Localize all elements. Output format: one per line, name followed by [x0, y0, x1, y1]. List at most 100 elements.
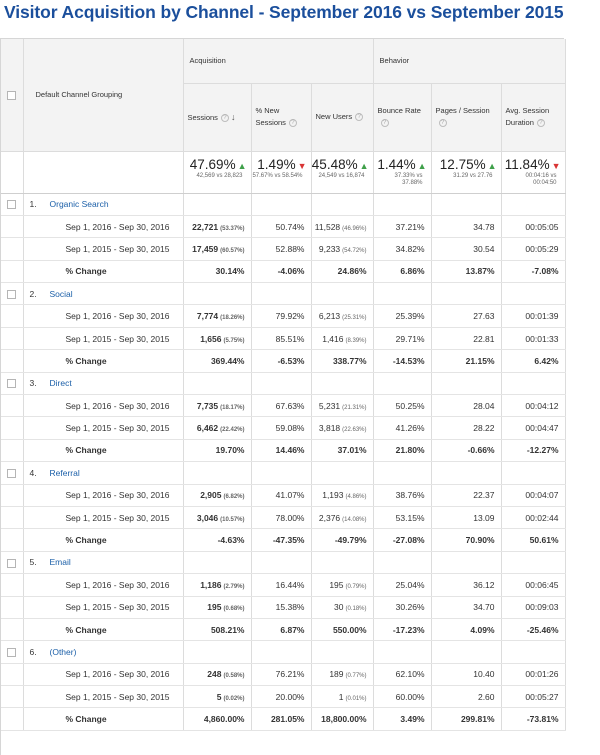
sessions-cell: 19.70% — [183, 439, 252, 463]
channel-name-link[interactable]: Social — [49, 288, 73, 299]
sessions-share: (10.57%) — [220, 516, 245, 523]
sessions-cell: 3,046 (10.57%) — [183, 506, 252, 530]
row-spacer — [1, 394, 24, 418]
row-select-cell — [1, 282, 24, 306]
empty-cell — [431, 461, 502, 485]
totals-value: 1.44% — [377, 156, 416, 172]
channel-group-row[interactable]: 5. Email — [1, 551, 566, 575]
row-checkbox[interactable] — [7, 469, 17, 478]
percent-change-row: % Change 369.44% -6.53% 338.77% -14.53% 21.15… — [1, 349, 566, 373]
channel-group-row[interactable]: 3. Direct — [1, 372, 566, 396]
row-checkbox[interactable] — [7, 558, 17, 568]
empty-cell — [311, 193, 374, 216]
sessions-share: (5.75%) — [223, 337, 245, 344]
empty-cell — [251, 640, 312, 664]
pages-per-session-cell: 28.22 — [431, 416, 502, 440]
column-header-bounce-rate[interactable]: Bounce Rate? — [373, 83, 432, 152]
sessions-cell: 369.44% — [183, 349, 252, 373]
empty-cell — [183, 551, 252, 575]
row-label: Sep 1, 2015 - Sep 30, 2015 — [23, 506, 184, 530]
new-users-cell: 24.86% — [311, 260, 374, 284]
totals-comparison: 31.29 vs 27.76 — [453, 172, 493, 179]
date-range-row: Sep 1, 2015 - Sep 30, 2015 3,046 (10.57%) 7… — [1, 506, 566, 530]
date-range-row: Sep 1, 2015 - Sep 30, 2015 195 (0.68%) 15.3… — [1, 596, 566, 619]
channel-group-row[interactable]: 2. Social — [1, 282, 566, 306]
help-icon[interactable]: ? — [536, 119, 545, 128]
row-spacer — [1, 528, 24, 552]
channel-number: 3. — [29, 378, 37, 389]
row-spacer — [1, 215, 24, 239]
empty-cell — [431, 282, 502, 306]
help-icon[interactable]: ? — [355, 113, 364, 122]
new-users-cell: 1,193 (4.86%) — [311, 484, 374, 507]
channel-name-link[interactable]: Email — [49, 557, 71, 568]
new-users-cell: 18,800.00% — [311, 707, 374, 731]
channel-name-link[interactable]: Referral — [49, 467, 80, 478]
empty-cell — [251, 461, 312, 485]
totals-comparison: 00:04:16 vs 00:04:50 — [525, 172, 557, 186]
new-sessions-cell: -6.53% — [251, 349, 312, 373]
row-label: Sep 1, 2015 - Sep 30, 2015 — [23, 685, 184, 709]
avg-session-duration-cell: -73.81% — [501, 707, 566, 731]
avg-session-duration-cell: 50.61% — [501, 528, 566, 552]
row-checkbox[interactable] — [7, 289, 17, 299]
new-users-value: 1,193 — [322, 490, 344, 501]
help-icon[interactable]: ? — [380, 119, 389, 128]
row-checkbox[interactable] — [7, 648, 17, 658]
row-spacer — [1, 484, 24, 507]
row-spacer — [1, 439, 24, 463]
bounce-rate-cell: 6.86% — [373, 260, 432, 284]
column-header-label: Sessions — [187, 112, 218, 122]
date-range-row: Sep 1, 2016 - Sep 30, 2016 248 (0.58%) 76.2… — [1, 663, 566, 687]
row-spacer — [1, 685, 24, 709]
channel-group-row[interactable]: 6. (Other) — [1, 640, 566, 664]
trend-up-icon: ▲ — [487, 160, 497, 171]
row-label: % Change — [23, 528, 184, 552]
column-header-new-users[interactable]: New Users? — [311, 83, 374, 152]
pages-per-session-cell: 36.12 — [431, 573, 502, 597]
row-spacer — [1, 416, 24, 440]
row-spacer — [1, 327, 24, 351]
row-checkbox[interactable] — [7, 200, 17, 210]
new-users-share: (22.63%) — [342, 427, 367, 434]
avg-session-duration-cell: 00:04:12 — [501, 394, 566, 418]
percent-change-row: % Change 508.21% 6.87% 550.00% -17.23% 4.09% -… — [1, 618, 566, 642]
channel-name-link[interactable]: (Other) — [49, 647, 77, 657]
row-label: Sep 1, 2016 - Sep 30, 2016 — [23, 663, 184, 687]
sort-arrow-icon[interactable]: ↓ — [230, 111, 236, 122]
new-sessions-cell: 41.07% — [251, 484, 312, 507]
column-header-avg-session-duration[interactable]: Avg. Session Duration? — [501, 83, 566, 152]
dimension-header[interactable]: Default Channel Grouping — [23, 39, 184, 152]
totals-cell-new-users: 45.48% ▲ 24,549 vs 16,874 — [311, 151, 374, 194]
new-users-cell: 9,233 (54.72%) — [311, 237, 374, 261]
select-all-checkbox[interactable] — [7, 90, 17, 100]
row-checkbox[interactable] — [7, 379, 17, 389]
new-users-value: 5,231 — [318, 400, 341, 411]
report-table: Default Channel Grouping Acquisition Beh… — [1, 39, 566, 731]
column-header-label: New Users — [315, 112, 353, 121]
column-header-sessions[interactable]: Sessions? ↓ — [183, 83, 252, 152]
empty-cell — [431, 551, 502, 575]
column-header-label: % New Sessions — [255, 106, 286, 127]
sessions-cell: 5 (0.02%) — [183, 685, 252, 709]
group-header-behavior: Behavior — [373, 39, 566, 84]
empty-cell — [501, 461, 566, 485]
new-users-value: -49.79% — [334, 535, 367, 546]
sessions-cell: 7,774 (18.26%) — [183, 304, 252, 328]
channel-group-row[interactable]: 4. Referral — [1, 461, 566, 485]
help-icon[interactable]: ? — [438, 119, 447, 128]
new-users-cell: -49.79% — [311, 528, 374, 552]
channel-name-link[interactable]: Organic Search — [49, 199, 109, 210]
channel-number: 2. — [29, 288, 37, 299]
trend-up-icon: ▲ — [417, 160, 427, 171]
column-header-new-sessions[interactable]: % New Sessions? — [251, 83, 312, 152]
new-users-value: 1,416 — [322, 333, 344, 344]
column-header-pages-per-session[interactable]: Pages / Session? — [431, 83, 502, 152]
channel-group-row[interactable]: 1. Organic Search — [1, 193, 566, 216]
date-range-row: Sep 1, 2016 - Sep 30, 2016 7,774 (18.26%) 7… — [1, 304, 566, 328]
help-icon[interactable]: ? — [220, 113, 229, 122]
channel-name-link[interactable]: Direct — [49, 378, 72, 389]
avg-session-duration-cell: 6.42% — [501, 349, 566, 373]
help-icon[interactable]: ? — [288, 119, 297, 128]
avg-session-duration-cell: 00:09:03 — [501, 596, 566, 619]
